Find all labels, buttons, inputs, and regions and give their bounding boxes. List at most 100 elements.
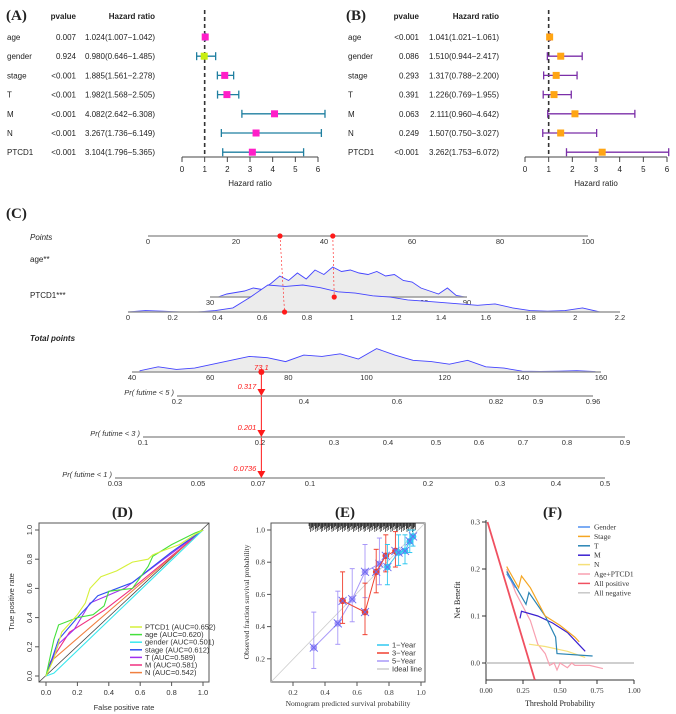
x-tick-label: 3 [248,165,253,174]
probability-tick-label: 0.9 [533,397,543,406]
panel-label-d: (D) [112,505,133,521]
ptcd1-tick-label: 0.8 [302,313,312,322]
row-pvalue: <0.001 [394,33,419,42]
decision-curve-chart: 0.00 0.25 0.50 0.75 1.00 0.0 0.1 0.2 0.3 Threshol… [453,518,641,709]
x-tick-label: 1 [202,165,207,174]
row-pvalue: <0.001 [51,129,76,138]
column-header-pvalue: pvalue [394,12,420,21]
legend-label: All negative [594,588,632,597]
decision-curve [486,521,536,681]
ptcd1-tick-label: 1 [350,313,354,322]
y-tick-label: 0.8 [25,554,34,564]
calibration-cross [408,532,418,541]
probability-tick-label: 0.07 [251,479,266,488]
y-tick-label: 0.1 [471,612,481,621]
ptcd1-tick-label: 0 [126,313,130,322]
forest-plot-univariate: pvalue Hazard ratio age 0.007 1.024(1.007−1.… [7,10,326,188]
hazard-ratio-point [248,148,256,156]
row-label: N [348,129,354,138]
legend-label: N [594,560,600,569]
calibration-line [313,563,380,648]
hazard-ratio-point [223,91,231,99]
panel-label-f: (F) [543,505,562,521]
calibration-cross [360,567,370,577]
y-tick-label: 1.0 [25,525,34,535]
probability-tick-label: 0.96 [586,397,601,406]
probability-tick-label: 0.82 [489,397,504,406]
y-tick-label: 0.6 [25,583,34,593]
ptcd1-tick-label: 1.6 [481,313,491,322]
x-tick-label: 0.50 [553,686,566,695]
ptcd1-tick-label: 0.6 [257,313,267,322]
calibration-cross [360,607,370,617]
y-tick-label: 0.6 [256,590,266,599]
total-points-tick-label: 120 [438,373,451,382]
roc-curve [45,529,204,677]
hazard-ratio-point [201,33,209,41]
total-points-density [139,348,596,373]
selected-point-marker [330,233,336,239]
probability-tick-label: 0.6 [392,397,402,406]
row-label: M [348,110,355,119]
row-label: stage [348,71,368,80]
x-tick-label: 1 [546,165,551,174]
legend-label: Age+PTCD1 [594,570,634,579]
roc-chart: 0.0 0.0 0.2 0.2 0.4 0.4 0.6 0.6 0.8 0.8 1.0 1.0 Fals… [7,522,216,712]
row-label: stage [7,71,27,80]
probability-marker [257,389,266,396]
calibration-cross [383,562,392,572]
total-points-tick-label: 40 [128,373,136,382]
ptcd1-tick-label: 2.2 [615,313,625,322]
probability-tick-label: 0.7 [518,438,528,447]
calibration-cross [347,594,357,604]
x-tick-label: 0 [180,165,185,174]
row-hazard-ratio: 0.980(0.646−1.485) [85,52,155,61]
row-label: gender [348,52,373,61]
hazard-ratio-point [550,91,558,99]
probability-value: 0.0736 [233,464,257,473]
row-label: T [348,91,353,100]
x-tick-label: 5 [641,165,646,174]
ptcd1-tick-label: 0.2 [168,313,178,322]
points-tick-label: 0 [146,237,150,246]
row-hazard-ratio: 1.507(0.750−3.027) [429,129,499,138]
hazard-ratio-point [557,52,565,60]
probability-label: Pr( futime < 5 ) [124,388,174,397]
x-tick-label: 0.2 [288,688,298,697]
x-axis-label: False positive rate [94,703,155,712]
legend-label: stage (AUC=0.612) [145,645,210,654]
probability-tick-label: 0.4 [383,438,393,447]
decision-curve [506,568,604,672]
probability-tick-label: 0.4 [299,397,309,406]
ptcd1-density [127,284,601,313]
x-axis-label: Hazard ratio [228,179,272,188]
panel-label-a: (A) [6,8,27,24]
forest-plot-multivariate: pvalue Hazard ratio age <0.001 1.041(1.021−1… [348,10,670,188]
decision-curve [506,566,580,643]
row-pvalue: <0.001 [51,91,76,100]
y-tick-label: 1.0 [256,526,266,535]
x-tick-label: 0 [523,165,528,174]
x-tick-label: 0.0 [41,688,51,697]
probability-label: Pr( futime < 1 ) [62,470,112,479]
row-label: gender [7,52,32,61]
x-axis-label: Threshold Probability [525,699,595,708]
points-tick-label: 60 [408,237,416,246]
x-tick-label: 0.4 [320,688,330,697]
probability-marker [257,430,266,437]
x-tick-label: 0.4 [104,688,114,697]
age-tick-label: 30 [206,298,214,307]
probability-tick-label: 0.6 [474,438,484,447]
x-tick-label: 1.0 [416,688,426,697]
points-tick-label: 40 [320,237,328,246]
x-tick-label: 0.2 [72,688,82,697]
calibration-cross [333,619,343,628]
selected-point-marker [277,233,283,239]
legend-label: age (AUC=0.620) [145,630,204,639]
calibration-cross [394,548,403,557]
panel-label-b: (B) [346,8,366,24]
y-tick-label: 0.2 [471,565,481,574]
calibration-cross [400,546,410,556]
x-tick-label: 4 [617,165,622,174]
legend-label: M (AUC=0.581) [145,661,198,670]
